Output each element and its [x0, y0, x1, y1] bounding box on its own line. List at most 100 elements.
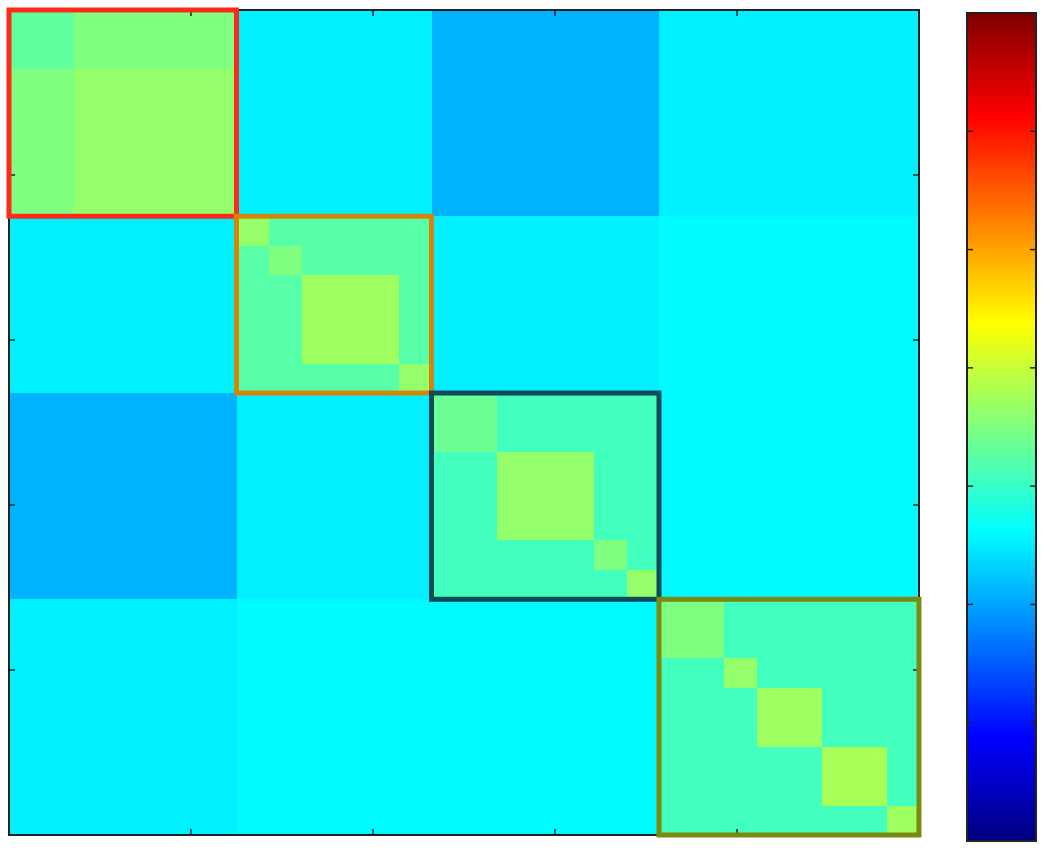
heatmap-cell	[464, 717, 498, 748]
heatmap-cell	[464, 511, 498, 541]
heatmap-cell	[627, 10, 660, 40]
heatmap-cell	[367, 39, 400, 70]
heatmap-cell	[627, 275, 660, 306]
heatmap-cell	[724, 452, 758, 482]
heatmap-cell	[399, 128, 433, 158]
heatmap-cell	[822, 187, 855, 217]
heatmap-cell	[887, 423, 920, 453]
heatmap-cell	[854, 599, 888, 630]
heatmap-cell	[74, 776, 108, 807]
heatmap-cell	[9, 747, 43, 777]
heatmap-cell	[9, 157, 43, 188]
heatmap-cell	[399, 246, 433, 276]
heatmap-cell	[529, 452, 563, 482]
heatmap-cell	[302, 216, 335, 247]
heatmap-cell	[9, 570, 43, 600]
heatmap-cell	[789, 128, 823, 158]
heatmap-cell	[9, 806, 43, 836]
heatmap-cell	[432, 776, 465, 807]
heatmap-cell	[529, 423, 563, 453]
heatmap-cell	[42, 481, 75, 512]
heatmap-cell	[9, 128, 43, 158]
heatmap-cell	[594, 599, 628, 630]
heatmap-cell	[204, 423, 238, 453]
heatmap-cell	[692, 717, 725, 748]
heatmap-cell	[757, 216, 790, 247]
heatmap-cell	[432, 216, 465, 247]
heatmap-cell	[139, 717, 173, 748]
heatmap-cell	[789, 364, 823, 394]
heatmap-cell	[724, 157, 758, 188]
heatmap-cell	[464, 393, 498, 424]
heatmap-cell	[724, 776, 758, 807]
heatmap-cell	[42, 275, 75, 306]
heatmap-cell	[757, 157, 790, 188]
heatmap-cell	[594, 688, 628, 718]
heatmap-cell	[659, 216, 693, 247]
heatmap-cell	[789, 98, 823, 129]
heatmap-cell	[269, 570, 303, 600]
heatmap-cell	[562, 305, 595, 335]
heatmap-cell	[334, 334, 368, 365]
heatmap-cell	[724, 98, 758, 129]
heatmap-cell	[659, 98, 693, 129]
heatmap-cell	[204, 452, 238, 482]
heatmap-cell	[887, 10, 920, 40]
heatmap-cell	[302, 452, 335, 482]
heatmap-cell	[334, 305, 368, 335]
heatmap-cell	[237, 776, 270, 807]
heatmap-cell	[497, 10, 530, 40]
heatmap-cell	[334, 69, 368, 99]
heatmap-cell	[42, 187, 75, 217]
heatmap-cell	[757, 305, 790, 335]
heatmap-cell	[367, 776, 400, 807]
heatmap-cell	[432, 747, 465, 777]
heatmap-cell	[887, 39, 920, 70]
heatmap-cell	[172, 540, 205, 571]
heatmap-cell	[107, 10, 140, 40]
heatmap-cell	[432, 10, 465, 40]
heatmap-cell	[887, 364, 920, 394]
heatmap-cell	[74, 216, 108, 247]
colorbar	[966, 12, 1037, 842]
heatmap-cell	[757, 806, 790, 836]
heatmap-cell	[659, 599, 693, 630]
heatmap-cell	[139, 157, 173, 188]
heatmap-cell	[789, 570, 823, 600]
heatmap-cell	[497, 806, 530, 836]
heatmap-cell	[724, 364, 758, 394]
heatmap-cell	[562, 540, 595, 571]
heatmap-cell	[529, 511, 563, 541]
heatmap-cell	[822, 98, 855, 129]
heatmap-cell	[529, 98, 563, 129]
heatmap-cell	[172, 570, 205, 600]
heatmap-cell	[432, 187, 465, 217]
heatmap-cell	[237, 305, 270, 335]
heatmap-cell	[854, 629, 888, 659]
heatmap-cell	[529, 776, 563, 807]
heatmap-cell	[594, 216, 628, 247]
heatmap-cell	[822, 128, 855, 158]
heatmap-cell	[757, 540, 790, 571]
heatmap-cell	[464, 69, 498, 99]
heatmap-cell	[399, 69, 433, 99]
heatmap-cell	[692, 187, 725, 217]
heatmap-cell	[204, 776, 238, 807]
heatmap-cell	[139, 98, 173, 129]
heatmap-cell	[887, 806, 920, 836]
heatmap-cell	[107, 481, 140, 512]
heatmap-cell	[204, 98, 238, 129]
heatmap-cell	[529, 806, 563, 836]
heatmap-cell	[237, 157, 270, 188]
heatmap-cell	[464, 540, 498, 571]
heatmap-cell	[367, 658, 400, 689]
heatmap-cell	[269, 776, 303, 807]
heatmap-cell	[42, 688, 75, 718]
heatmap-cell	[854, 275, 888, 306]
heatmap-cell	[562, 187, 595, 217]
heatmap-cell	[302, 393, 335, 424]
heatmap-cell	[237, 658, 270, 689]
heatmap-cell	[822, 717, 855, 748]
heatmap-cell	[9, 275, 43, 306]
